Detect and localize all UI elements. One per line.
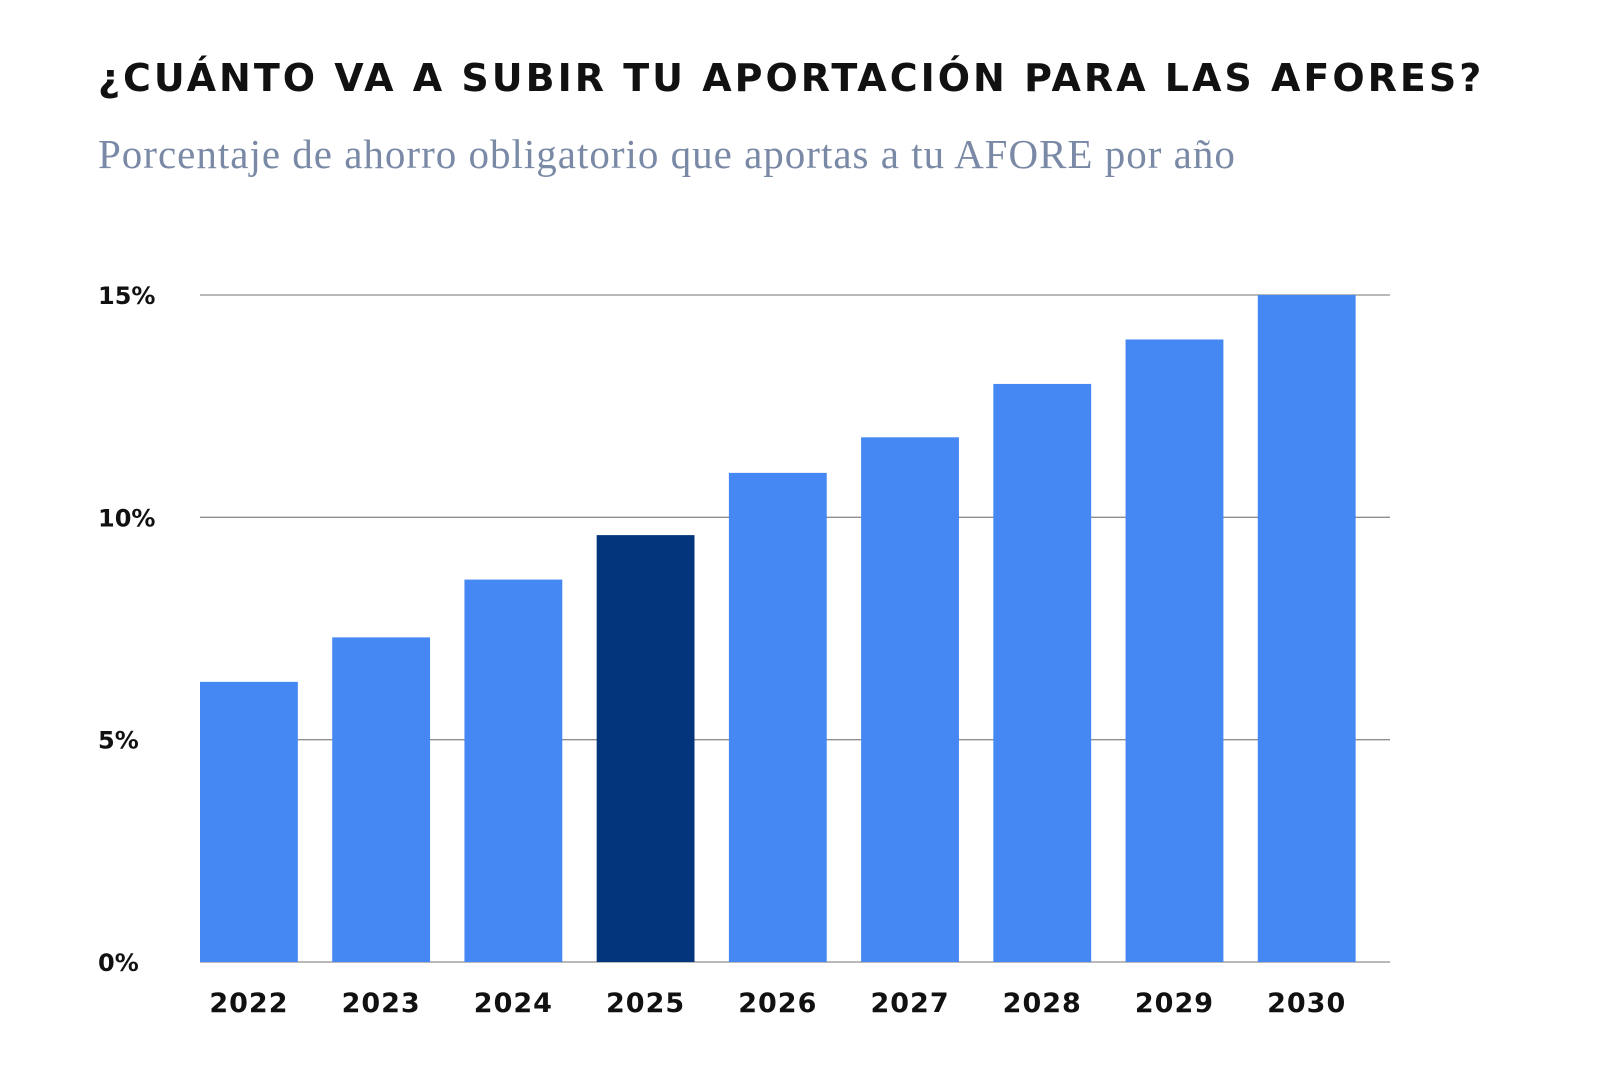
bar-2025[interactable] (596, 535, 695, 962)
bar-2028[interactable] (993, 383, 1092, 962)
bar-2024[interactable] (464, 579, 563, 962)
bar-2030[interactable] (1257, 295, 1356, 962)
y-tick-label-0: 0% (98, 949, 139, 977)
x-tick-label-2024: 2024 (474, 988, 553, 1019)
chart-title: ¿CUÁNTO VA A SUBIR TU APORTACIÓN PARA LA… (98, 56, 1485, 100)
x-tick-label-2028: 2028 (1003, 988, 1082, 1019)
y-tick-label-10: 10% (98, 504, 155, 532)
bar-2022[interactable] (200, 681, 298, 962)
x-tick-label-2025: 2025 (606, 988, 685, 1019)
x-tick-label-2026: 2026 (738, 988, 817, 1019)
y-tick-label-5: 5% (98, 727, 139, 755)
x-tick-label-2027: 2027 (870, 988, 949, 1019)
bar-2029[interactable] (1125, 339, 1224, 962)
bar-2027[interactable] (861, 437, 959, 962)
bar-2026[interactable] (728, 472, 827, 962)
y-tick-label-15: 15% (98, 282, 155, 310)
bar-2023[interactable] (332, 637, 431, 962)
chart-subtitle: Porcentaje de ahorro obligatorio que apo… (98, 131, 1236, 177)
x-tick-label-2023: 2023 (342, 988, 421, 1019)
x-tick-label-2022: 2022 (209, 988, 288, 1019)
x-tick-label-2030: 2030 (1267, 988, 1346, 1019)
x-tick-label-2029: 2029 (1135, 988, 1214, 1019)
